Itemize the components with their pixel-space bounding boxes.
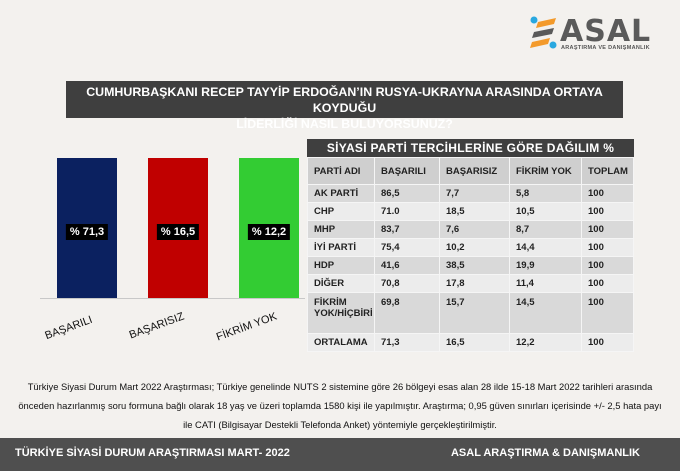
x-axis-line <box>40 298 305 299</box>
cell: DİĞER <box>307 274 375 293</box>
table-row-average: ORTALAMA 71,3 16,5 12,2 100 <box>307 333 634 352</box>
cell: 8,7 <box>509 220 582 239</box>
cell: 100 <box>581 256 634 275</box>
logo-subtitle: ARAŞTIRMA VE DANIŞMANLIK <box>561 45 650 51</box>
cell: CHP <box>307 202 375 221</box>
cell: 16,5 <box>439 333 510 352</box>
col-header: BAŞARISIZ <box>439 157 510 185</box>
cell: 14,5 <box>509 292 582 334</box>
table-title: SİYASİ PARTİ TERCİHLERİNE GÖRE DAĞILIM % <box>307 139 634 157</box>
note-line-3: ile CATI (Bilgisayar Destekli Telefonda … <box>183 419 497 430</box>
bar-value-label: % 71,3 <box>65 224 109 240</box>
cell: 5,8 <box>509 184 582 203</box>
cell: AK PARTİ <box>307 184 375 203</box>
cell: ORTALAMA <box>307 333 375 352</box>
cell: 7,6 <box>439 220 510 239</box>
category-label: BAŞARISIZ <box>127 310 186 342</box>
bar-chart: % 71,3 % 16,5 % 12,2 BAŞARILI BAŞARISIZ … <box>40 148 310 368</box>
table-header-row: PARTİ ADI BAŞARILI BAŞARISIZ FİKRİM YOK … <box>307 157 634 185</box>
cell: 11,4 <box>509 274 582 293</box>
cell: 100 <box>581 274 634 293</box>
table-row: İYİ PARTİ 75,4 10,2 14,4 100 <box>307 238 634 257</box>
cell: 71.0 <box>374 202 440 221</box>
cell: 100 <box>581 292 634 334</box>
cell: 86,5 <box>374 184 440 203</box>
party-breakdown-table: SİYASİ PARTİ TERCİHLERİNE GÖRE DAĞILIM %… <box>307 139 634 352</box>
cell: FİKRİM YOK/HİÇBİRİ <box>307 292 375 334</box>
asal-logo: ASAL ARAŞTIRMA VE DANIŞMANLIK <box>528 14 652 56</box>
bar-basarili: % 71,3 <box>57 158 117 298</box>
cell: 71,3 <box>374 333 440 352</box>
table-row: MHP 83,7 7,6 8,7 100 <box>307 220 634 239</box>
col-header: TOPLAM <box>581 157 634 185</box>
cell: 14,4 <box>509 238 582 257</box>
table-row: CHP 71.0 18,5 10,5 100 <box>307 202 634 221</box>
cell: 7,7 <box>439 184 510 203</box>
cell: 38,5 <box>439 256 510 275</box>
bar-basarisiz: % 16,5 <box>148 158 208 298</box>
methodology-note: Türkiye Siyasi Durum Mart 2022 Araştırma… <box>0 377 680 434</box>
cell: 70,8 <box>374 274 440 293</box>
note-line-1: Türkiye Siyasi Durum Mart 2022 Araştırma… <box>27 381 653 392</box>
cell: 100 <box>581 333 634 352</box>
cell: 100 <box>581 202 634 221</box>
cell: 15,7 <box>439 292 510 334</box>
col-header: BAŞARILI <box>374 157 440 185</box>
cell: 75,4 <box>374 238 440 257</box>
table-row: HDP 41,6 38,5 19,9 100 <box>307 256 634 275</box>
cell: 100 <box>581 220 634 239</box>
cell: 18,5 <box>439 202 510 221</box>
cell: 10,5 <box>509 202 582 221</box>
bar-value-label: % 16,5 <box>156 224 200 240</box>
cell: 100 <box>581 184 634 203</box>
bar-value-label: % 12,2 <box>247 224 291 240</box>
cell: 10,2 <box>439 238 510 257</box>
cell: 83,7 <box>374 220 440 239</box>
category-label: BAŞARILI <box>43 313 95 343</box>
cell: 19,9 <box>509 256 582 275</box>
cell: 100 <box>581 238 634 257</box>
footer-survey-title: TÜRKİYE SİYASİ DURUM ARAŞTIRMASI MART- 2… <box>15 447 290 459</box>
footer-company: ASAL ARAŞTIRMA & DANIŞMANLIK <box>450 447 640 459</box>
col-header: PARTİ ADI <box>307 157 375 185</box>
table-row: FİKRİM YOK/HİÇBİRİ 69,8 15,7 14,5 100 <box>307 292 634 334</box>
cell: 41,6 <box>374 256 440 275</box>
table-row: DİĞER 70,8 17,8 11,4 100 <box>307 274 634 293</box>
table-row: AK PARTİ 86,5 7,7 5,8 100 <box>307 184 634 203</box>
cell: 69,8 <box>374 292 440 334</box>
cell: HDP <box>307 256 375 275</box>
category-label: FİKRİM YOK <box>214 310 279 344</box>
footer-bar: TÜRKİYE SİYASİ DURUM ARAŞTIRMASI MART- 2… <box>0 438 680 471</box>
cell: MHP <box>307 220 375 239</box>
cell: İYİ PARTİ <box>307 238 375 257</box>
bar-fikrim-yok: % 12,2 <box>239 158 299 298</box>
title-line-1: CUMHURBAŞKANI RECEP TAYYİP ERDOĞAN’IN RU… <box>86 85 603 115</box>
logo-mark-icon <box>530 16 557 49</box>
title-line-2: LİDERLİĞİ NASIL BULUYORSUNUZ? <box>236 117 453 131</box>
logo-name: ASAL <box>560 14 652 49</box>
cell: 12,2 <box>509 333 582 352</box>
col-header: FİKRİM YOK <box>509 157 582 185</box>
note-line-2: önceden hazırlanmış soru formuna bağlı o… <box>18 400 662 411</box>
question-title: CUMHURBAŞKANI RECEP TAYYİP ERDOĞAN’IN RU… <box>66 81 623 131</box>
cell: 17,8 <box>439 274 510 293</box>
